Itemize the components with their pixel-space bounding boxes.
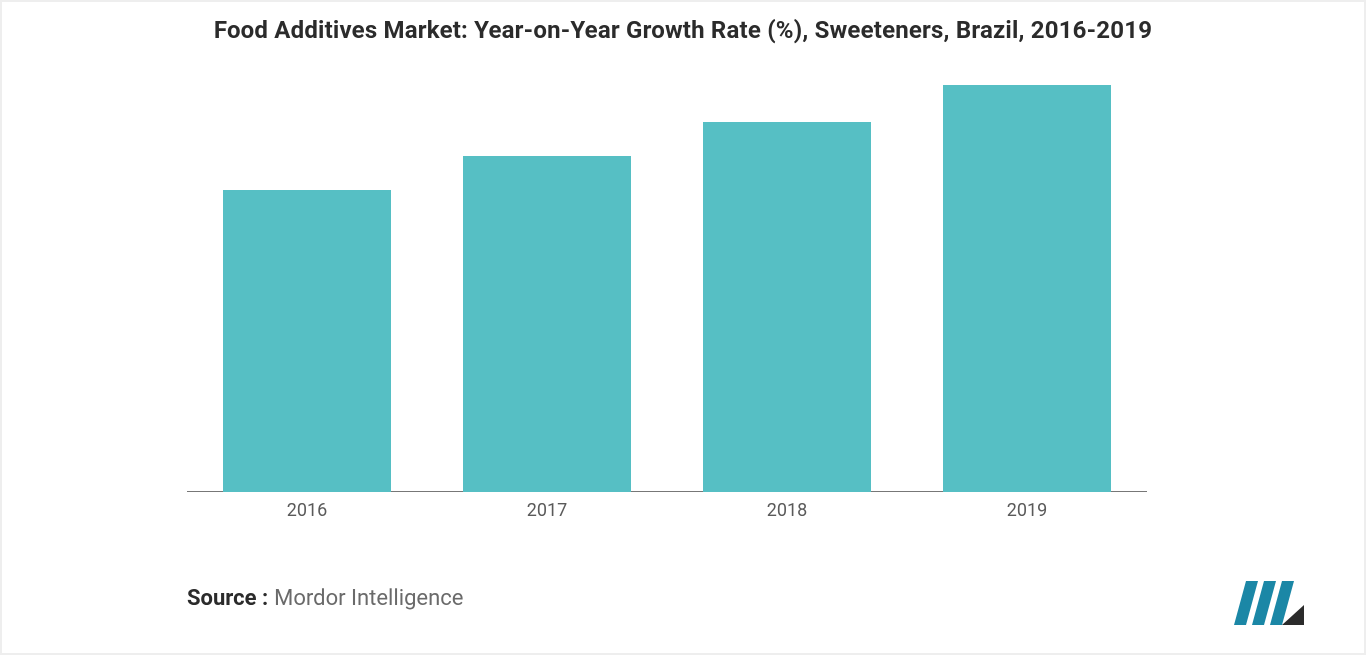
mordor-logo-icon (1234, 581, 1304, 625)
brand-logo (1234, 581, 1304, 625)
chart-title: Food Additives Market: Year-on-Year Grow… (2, 16, 1364, 44)
chart-frame: Food Additives Market: Year-on-Year Grow… (0, 0, 1366, 655)
bar-2016 (223, 190, 391, 492)
xlabel-2016: 2016 (287, 500, 327, 521)
bar-2017 (463, 156, 631, 492)
source-text: Mordor Intelligence (274, 586, 463, 611)
bar-2019 (943, 85, 1111, 492)
plot-area: 2016201720182019 (187, 72, 1147, 492)
xlabel-2018: 2018 (767, 500, 807, 521)
source-label: Source : (187, 586, 268, 611)
source-line: Source : Mordor Intelligence (187, 586, 463, 611)
xlabel-2019: 2019 (1007, 500, 1047, 521)
bar-2018 (703, 122, 871, 492)
xlabel-2017: 2017 (527, 500, 567, 521)
